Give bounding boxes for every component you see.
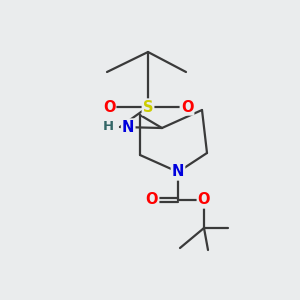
Text: N: N <box>122 119 134 134</box>
Text: N: N <box>172 164 184 179</box>
Text: S: S <box>143 100 153 115</box>
Text: O: O <box>181 100 193 115</box>
Text: O: O <box>146 193 158 208</box>
Text: O: O <box>198 193 210 208</box>
Text: O: O <box>103 100 115 115</box>
Text: H: H <box>103 121 114 134</box>
